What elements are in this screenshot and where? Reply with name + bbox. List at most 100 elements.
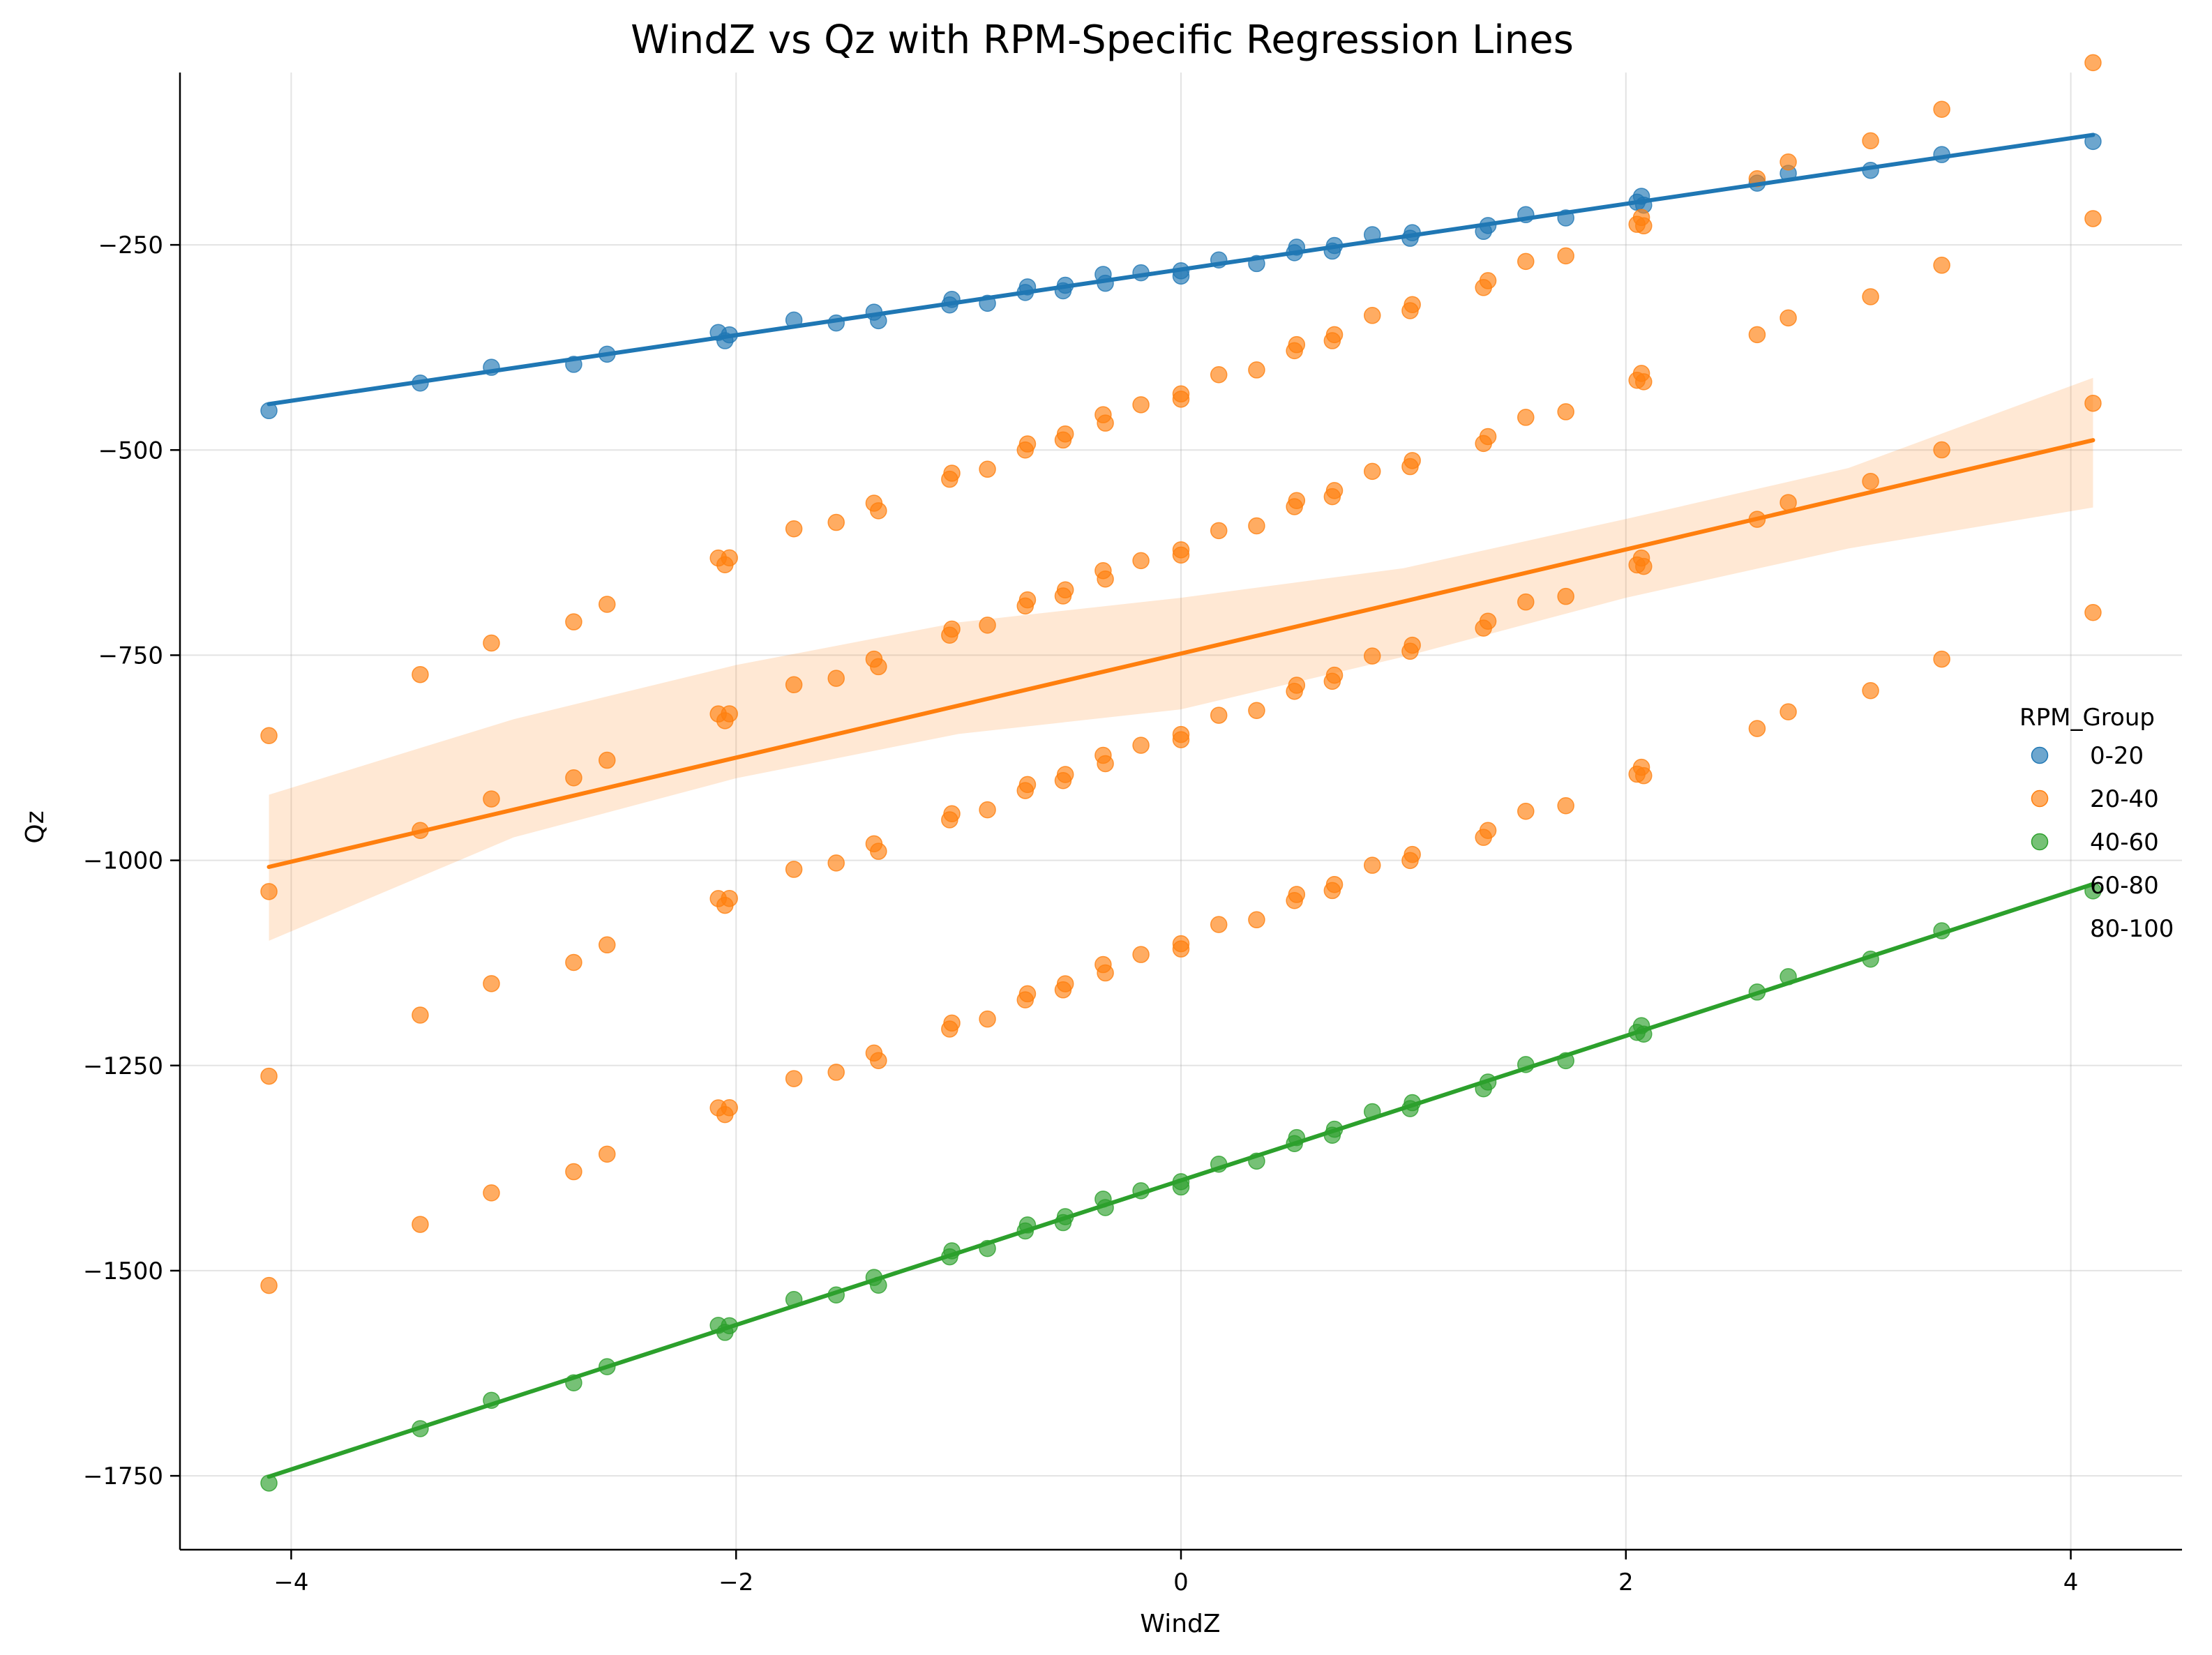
point-20-40 [1363, 462, 1381, 481]
point-20-40 [1557, 403, 1574, 421]
point-20-40 [785, 861, 803, 878]
legend: RPM_Group 0-20 20-40 40-60 60-80 80-100 [2019, 704, 2174, 943]
point-20-40 [1517, 593, 1535, 611]
point-20-40 [260, 727, 278, 744]
legend-marker-40-60 [2031, 833, 2049, 851]
point-20-40 [1404, 452, 1421, 469]
point-20-40 [1097, 964, 1114, 982]
point-20-40 [1862, 472, 1879, 490]
point-20-40 [1288, 335, 1306, 354]
point-20-40 [1172, 935, 1190, 953]
x-tick-label: −4 [273, 1569, 308, 1596]
point-20-40 [1517, 802, 1535, 820]
point-20-40 [1056, 581, 1074, 599]
point-20-40 [1635, 217, 1653, 235]
point-20-40 [1557, 587, 1574, 605]
point-20-40 [412, 665, 429, 683]
point-20-40 [1325, 666, 1344, 684]
point-20-40 [1056, 425, 1074, 443]
regression-lines [266, 133, 2096, 1479]
point-20-40 [1557, 796, 1574, 815]
y-tick-label: −1500 [83, 1257, 163, 1285]
point-20-40 [979, 801, 996, 819]
legend-label-0-20: 0-20 [2090, 742, 2144, 770]
point-20-40 [1517, 252, 1535, 271]
x-ticks: −4 −2 0 2 4 [273, 1550, 2078, 1596]
point-20-40 [1132, 736, 1150, 754]
point-20-40 [1210, 706, 1228, 724]
point-20-40 [721, 1098, 738, 1117]
point-20-40 [1635, 766, 1653, 785]
chart-title: WindZ vs Qz with RPM-Specific Regression… [631, 17, 1574, 63]
point-20-40 [1288, 886, 1306, 903]
point-20-40 [721, 705, 738, 723]
fit-line-0-20 [266, 133, 2096, 407]
point-20-40 [785, 1070, 803, 1087]
point-20-40 [1018, 776, 1037, 794]
point-20-40 [870, 1052, 887, 1069]
legend-marker-0-20 [2031, 746, 2049, 764]
point-20-40 [1557, 247, 1574, 265]
point-20-40 [1172, 541, 1190, 559]
point-20-40 [260, 1067, 278, 1085]
point-20-40 [2084, 603, 2102, 621]
point-20-40 [1780, 153, 1797, 171]
point-20-40 [827, 670, 845, 687]
legend-label-40-60: 40-60 [2090, 829, 2159, 856]
point-20-40 [1248, 702, 1265, 719]
point-20-40 [412, 1006, 429, 1024]
point-20-40 [1097, 570, 1114, 588]
fit-line-20-40 [266, 438, 2096, 870]
point-20-40 [1479, 428, 1497, 446]
point-20-40 [1288, 492, 1306, 509]
point-20-40 [1780, 309, 1797, 327]
point-20-40 [599, 936, 616, 954]
point-20-40 [1635, 373, 1653, 391]
legend-marker-20-40 [2031, 789, 2049, 808]
point-20-40 [1056, 975, 1074, 992]
point-20-40 [565, 1163, 582, 1181]
point-20-40 [412, 1216, 429, 1233]
x-axis-label: WindZ [1140, 1610, 1220, 1638]
point-20-40 [1325, 482, 1344, 499]
point-20-40 [2084, 394, 2102, 412]
point-20-40 [1210, 916, 1228, 933]
point-20-40 [2084, 210, 2102, 227]
point-20-40 [1862, 288, 1879, 305]
point-20-40 [1933, 100, 1950, 118]
fit-line-40-60 [266, 882, 2096, 1479]
point-20-40 [979, 460, 996, 478]
legend-title: RPM_Group [2019, 704, 2155, 732]
point-20-40 [1056, 766, 1074, 783]
point-20-40 [260, 1276, 278, 1294]
point-20-40 [1132, 946, 1150, 963]
point-20-40 [1018, 985, 1037, 1003]
legend-label-60-80: 60-80 [2090, 872, 2159, 900]
point-20-40 [1248, 361, 1265, 379]
y-tick-label: −1000 [83, 847, 163, 875]
point-20-40 [979, 1010, 996, 1028]
point-20-40 [1748, 720, 1766, 737]
point-20-40 [827, 513, 845, 531]
point-20-40 [483, 1184, 500, 1202]
point-20-40 [1635, 557, 1653, 575]
point-20-40 [1325, 326, 1344, 344]
point-20-40 [870, 658, 887, 676]
point-20-40 [1363, 856, 1381, 874]
y-ticks: −1750 −1500 −1250 −1000 −750 −500 −250 [83, 232, 180, 1490]
legend-label-20-40: 20-40 [2090, 785, 2159, 813]
point-20-40 [1862, 682, 1879, 700]
point-20-40 [1132, 552, 1150, 570]
point-20-40 [1325, 875, 1344, 893]
point-20-40 [1933, 441, 1950, 459]
x-tick-label: 2 [1618, 1569, 1634, 1596]
point-20-40 [943, 620, 961, 638]
point-20-40 [785, 520, 803, 538]
point-20-40 [1172, 725, 1190, 743]
point-20-40 [943, 464, 961, 482]
point-20-40 [943, 1014, 961, 1032]
point-20-40 [1172, 385, 1190, 403]
ci-band-20-40 [269, 377, 2093, 941]
point-20-40 [1097, 755, 1114, 773]
